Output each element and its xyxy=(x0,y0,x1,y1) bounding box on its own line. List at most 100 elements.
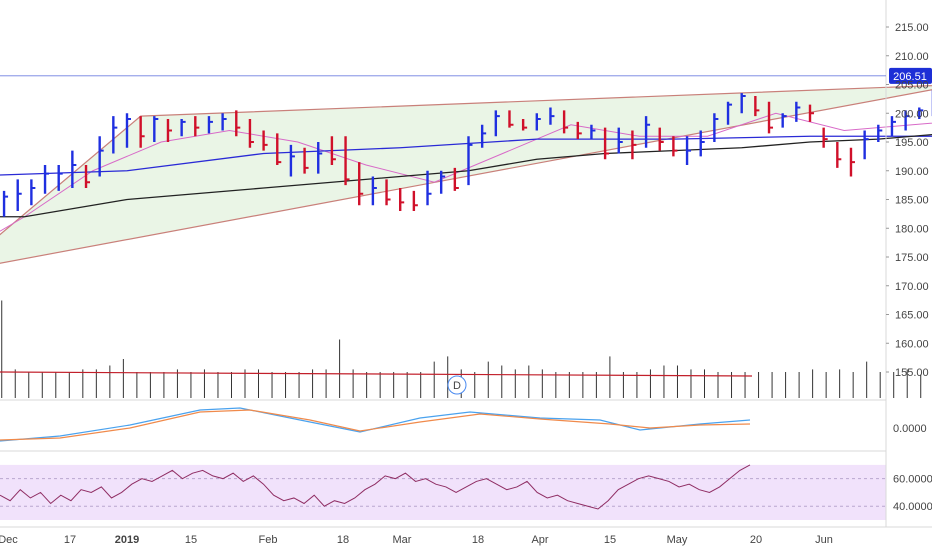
ohlc-bar xyxy=(576,121,582,140)
ohlc-bar xyxy=(303,147,309,174)
ohlc-bar xyxy=(330,136,336,165)
ohlc-bar xyxy=(849,147,855,177)
time-tick-label: Feb xyxy=(259,534,278,546)
ohlc-bar xyxy=(153,116,159,142)
ohlc-bar xyxy=(535,113,541,131)
ohlc-bar xyxy=(808,104,814,122)
price-tick-label: 170.00 xyxy=(895,281,929,293)
ohlc-bar xyxy=(904,110,910,131)
last-price-tag xyxy=(889,67,932,84)
ohlc-bar xyxy=(344,136,350,186)
ohlc-bar xyxy=(617,127,623,154)
ohlc-bar xyxy=(603,127,610,160)
price-tick-label: 215.00 xyxy=(895,22,929,34)
ohlc-bar xyxy=(57,165,63,191)
ohlc-bar xyxy=(248,119,254,148)
macd-tick: 0.0000 xyxy=(893,423,927,435)
ohlc-bar xyxy=(317,142,323,174)
ohlc-bar xyxy=(453,167,459,191)
ohlc-bar xyxy=(494,110,500,137)
ohlc-bar xyxy=(43,165,50,194)
dividend-label: D xyxy=(453,380,461,392)
price-tick-label: 195.00 xyxy=(895,137,929,149)
ohlc-bar xyxy=(166,119,172,142)
ohlc-bar xyxy=(358,162,364,206)
last-price-label: 206.51 xyxy=(893,71,927,83)
ohlc-bar xyxy=(508,110,514,128)
price-tick-label: 205.00 xyxy=(895,80,929,92)
time-tick-label: Apr xyxy=(531,534,548,546)
moving-average-blue xyxy=(0,135,932,176)
ohlc-bar xyxy=(467,136,473,186)
ohlc-bar xyxy=(781,113,787,128)
ohlc-bar xyxy=(276,133,282,165)
rsi-tick: 40.0000 xyxy=(893,501,932,513)
ohlc-bar xyxy=(740,93,746,114)
time-tick-label: 2019 xyxy=(115,534,139,546)
price-tick-label: 200.00 xyxy=(895,108,929,120)
ohlc-bar xyxy=(426,170,432,206)
price-tick-label: 180.00 xyxy=(895,223,929,235)
rsi-pane xyxy=(0,464,886,520)
rising-wedge-pattern xyxy=(0,84,932,264)
ohlc-bar xyxy=(590,124,596,140)
ohlc-bar xyxy=(98,136,104,177)
macd-line xyxy=(0,407,751,442)
ohlc-bar xyxy=(521,119,528,131)
dividend-marker xyxy=(447,375,467,395)
price-tick-label: 210.00 xyxy=(895,51,929,63)
wedge-area xyxy=(0,84,932,264)
ohlc-bar xyxy=(235,110,241,137)
ohlc-bar xyxy=(207,116,213,134)
ohlc-bar xyxy=(221,113,227,131)
ohlc-bar xyxy=(262,130,268,151)
price-tick-label: 185.00 xyxy=(895,195,929,207)
rsi-tick: 60.0000 xyxy=(893,474,932,486)
time-tick-label: Dec xyxy=(0,534,18,546)
rsi-band xyxy=(0,464,886,520)
ohlc-bar xyxy=(836,142,842,168)
ohlc-bar xyxy=(84,165,91,188)
ohlc-bar xyxy=(713,113,719,142)
ohlc-bar xyxy=(549,107,555,125)
ohlc-bar xyxy=(139,116,145,148)
volume-pane: D xyxy=(0,300,922,398)
price-tick-label: 175.00 xyxy=(895,252,929,264)
ohlc-bar xyxy=(399,188,405,211)
price-tick-label: 190.00 xyxy=(895,166,929,178)
signal-line xyxy=(0,409,751,441)
ohlc-bar xyxy=(890,116,896,137)
ohlc-bar xyxy=(439,170,446,194)
time-tick-label: Jun xyxy=(815,534,833,546)
volume-average-line xyxy=(0,371,753,377)
ohlc-bar xyxy=(125,113,131,148)
ohlc-bar xyxy=(918,107,924,119)
ohlc-bar xyxy=(658,127,664,151)
ohlc-bars xyxy=(2,90,932,217)
time-tick-label: Mar xyxy=(393,534,412,546)
price-tick-label: 165.00 xyxy=(895,310,929,322)
price-tick-label: 160.00 xyxy=(895,338,929,350)
ohlc-bar xyxy=(289,144,295,177)
moving-average-pink xyxy=(0,112,932,232)
time-tick-label: 15 xyxy=(604,534,616,546)
time-tick-label: May xyxy=(667,534,688,546)
ohlc-bar xyxy=(699,130,705,157)
ohlc-bar xyxy=(822,127,828,148)
price-tick-label: 155.00 xyxy=(895,367,929,379)
ohlc-bar xyxy=(180,119,186,137)
ohlc-bar xyxy=(877,124,883,142)
ohlc-bar xyxy=(385,179,391,206)
ohlc-bar xyxy=(194,116,200,137)
time-tick-label: 18 xyxy=(337,534,349,546)
ohlc-bar xyxy=(644,116,651,148)
ohlc-bar xyxy=(562,110,569,134)
ohlc-bar xyxy=(672,136,678,157)
time-tick-label: 17 xyxy=(64,534,76,546)
ohlc-bar xyxy=(795,101,801,122)
ohlc-bar xyxy=(754,96,760,117)
macd-pane xyxy=(0,407,751,442)
rsi-line xyxy=(0,464,751,510)
